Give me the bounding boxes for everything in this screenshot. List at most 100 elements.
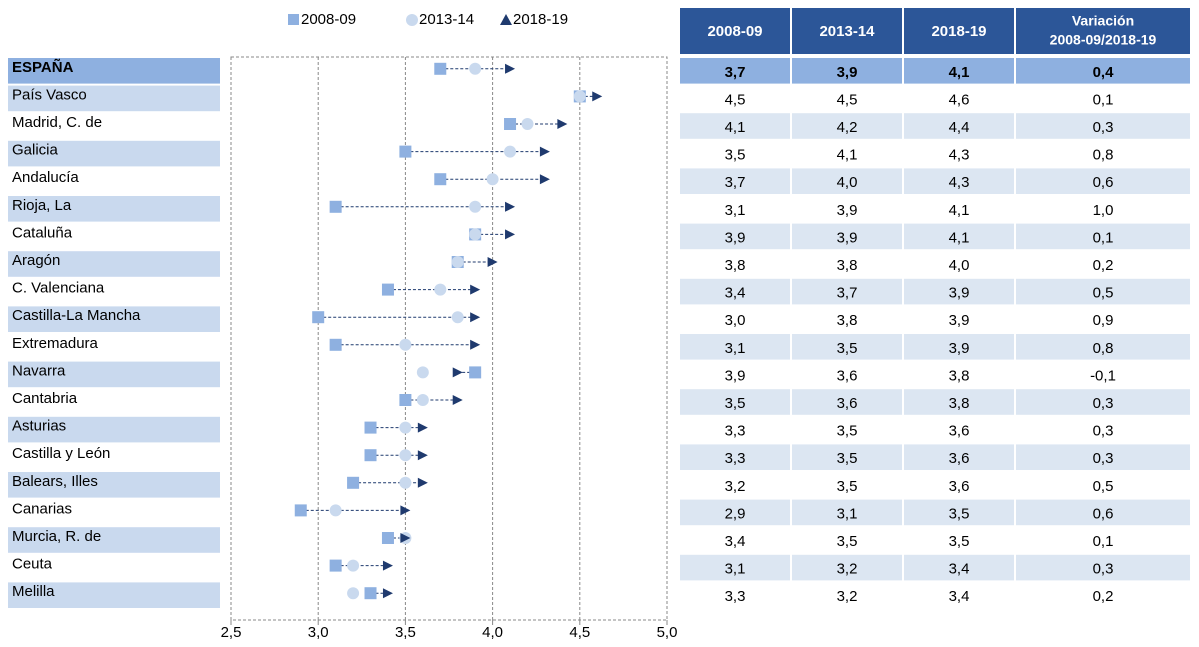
table-value: 3,5 bbox=[837, 533, 858, 550]
table-cell bbox=[680, 334, 790, 360]
legend-label: 2008-09 bbox=[301, 11, 356, 28]
header-cell bbox=[680, 8, 790, 54]
table-cell bbox=[1016, 527, 1190, 553]
table-cell bbox=[792, 251, 902, 277]
plot-frame bbox=[230, 56, 668, 621]
marker-arrow bbox=[400, 533, 411, 543]
table-cell bbox=[904, 251, 1014, 277]
table-cell bbox=[680, 196, 790, 222]
table-value: 3,4 bbox=[949, 561, 970, 578]
marker-square bbox=[294, 504, 307, 517]
marker-circle bbox=[451, 311, 464, 324]
marker-arrow bbox=[557, 119, 568, 129]
legend-marker bbox=[500, 14, 512, 25]
table-value: 3,7 bbox=[725, 174, 746, 191]
row-label-bg bbox=[8, 196, 220, 222]
marker-square bbox=[364, 421, 377, 434]
x-tick-label: 5,0 bbox=[657, 624, 678, 641]
row-label: Rioja, La bbox=[12, 197, 72, 214]
table-cell bbox=[904, 472, 1014, 498]
table-cell bbox=[1016, 113, 1190, 139]
table-cell bbox=[680, 223, 790, 250]
table-value: 3,2 bbox=[837, 561, 858, 578]
marker-arrow bbox=[592, 91, 603, 102]
table-cell bbox=[680, 582, 790, 608]
row-label-bg bbox=[8, 472, 220, 498]
row-label-bg bbox=[8, 554, 220, 581]
table-value: 3,2 bbox=[837, 588, 858, 605]
marker-arrow bbox=[400, 505, 411, 516]
row-label-bg bbox=[8, 223, 220, 250]
row-label-bg bbox=[8, 582, 220, 608]
table-cell bbox=[680, 251, 790, 277]
table-value: 3,9 bbox=[837, 229, 858, 246]
marker-square bbox=[434, 62, 447, 75]
marker-arrow bbox=[539, 174, 550, 185]
table-value: 3,9 bbox=[837, 202, 858, 219]
row-label: Navarra bbox=[12, 362, 66, 379]
row-label-bg bbox=[8, 58, 220, 84]
table-cell bbox=[680, 444, 790, 470]
legend-label: 2013-14 bbox=[419, 11, 474, 28]
marker-arrow bbox=[470, 339, 481, 350]
table-cell bbox=[904, 499, 1014, 526]
row-label: ESPAÑA bbox=[12, 58, 74, 76]
table-value: 0,4 bbox=[1093, 64, 1115, 81]
x-tick-label: 3,5 bbox=[395, 624, 416, 641]
table-value: 3,3 bbox=[725, 588, 746, 605]
marker-arrow bbox=[505, 63, 516, 74]
table-cell bbox=[1016, 196, 1190, 222]
x-tick-label: 2,5 bbox=[221, 624, 242, 641]
legend-marker bbox=[406, 14, 418, 26]
marker-square bbox=[434, 173, 447, 186]
table-cell bbox=[680, 499, 790, 526]
table-cell bbox=[1016, 278, 1190, 305]
header-cell bbox=[792, 8, 902, 54]
table-cell bbox=[1016, 58, 1190, 84]
table-value: 3,6 bbox=[949, 450, 970, 467]
row-label-bg bbox=[8, 499, 220, 526]
marker-arrow bbox=[470, 312, 481, 323]
x-tick-label: 4,5 bbox=[569, 624, 590, 641]
table-value: 3,7 bbox=[837, 285, 858, 302]
table-cell bbox=[904, 554, 1014, 581]
table-cell bbox=[680, 361, 790, 388]
marker-square bbox=[347, 476, 360, 489]
marker-circle bbox=[329, 504, 342, 517]
table-cell bbox=[792, 389, 902, 415]
marker-arrow bbox=[487, 257, 498, 267]
table-value: 0,5 bbox=[1093, 285, 1114, 302]
table-value: 3,8 bbox=[837, 312, 858, 329]
marker-circle bbox=[434, 283, 447, 296]
table-cell bbox=[904, 58, 1014, 84]
row-label-bg bbox=[8, 168, 220, 194]
marker-arrow bbox=[417, 422, 428, 433]
table-cell bbox=[792, 582, 902, 608]
table-value: 3,9 bbox=[725, 367, 746, 384]
table-cell bbox=[904, 85, 1014, 112]
table-value: 4,3 bbox=[949, 147, 970, 164]
table-cell bbox=[680, 140, 790, 167]
table-value: 3,8 bbox=[837, 257, 858, 274]
table-value: 0,6 bbox=[1093, 174, 1114, 191]
marker-arrow bbox=[417, 477, 428, 488]
table-value: 3,5 bbox=[949, 505, 970, 522]
table-cell bbox=[904, 113, 1014, 139]
table-value: 3,0 bbox=[725, 312, 746, 329]
table-cell bbox=[792, 168, 902, 194]
row-label: Ceuta bbox=[12, 556, 53, 573]
marker-arrow bbox=[382, 588, 393, 599]
table-value: 1,0 bbox=[1093, 202, 1114, 219]
marker-square bbox=[364, 587, 377, 600]
table-value: 0,2 bbox=[1093, 257, 1114, 274]
marker-circle bbox=[469, 228, 482, 241]
marker-circle bbox=[399, 421, 412, 434]
table-value: 4,1 bbox=[837, 147, 858, 164]
table-value: 3,6 bbox=[837, 367, 858, 384]
marker-square bbox=[399, 145, 412, 158]
legend-marker bbox=[288, 14, 299, 25]
table-value: 3,3 bbox=[725, 423, 746, 440]
table-value: 0,5 bbox=[1093, 478, 1114, 495]
table-value: 4,3 bbox=[949, 174, 970, 191]
